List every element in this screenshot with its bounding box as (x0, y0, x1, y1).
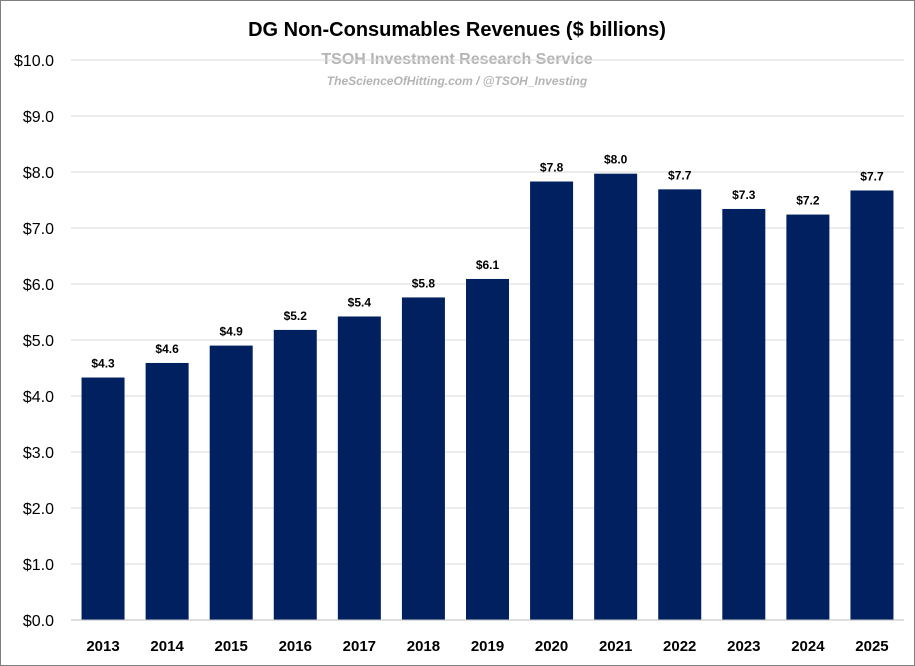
data-label-2020: $7.8 (540, 161, 564, 175)
x-tick-label: 2016 (279, 638, 312, 655)
y-tick-label: $0.0 (23, 613, 54, 630)
y-tick-label: $4.0 (23, 389, 54, 406)
y-axis: $0.0 $1.0 $2.0 $3.0 $4.0 $5.0 $6.0 $7.0 $8.0 $9.0… (14, 53, 54, 630)
x-tick-label: 2019 (471, 638, 504, 655)
x-tick-label: 2014 (150, 638, 184, 655)
x-tick-label: 2013 (86, 638, 119, 655)
x-tick-label: 2017 (343, 638, 376, 655)
y-tick-label: $8.0 (23, 165, 54, 182)
y-tick-label: $5.0 (23, 333, 54, 350)
data-label-2018: $5.8 (412, 276, 436, 290)
data-label-2023: $7.3 (732, 188, 756, 202)
x-tick-label: 2024 (791, 638, 825, 655)
x-tick-label: 2021 (599, 638, 632, 655)
x-tick-label: 2025 (855, 638, 888, 655)
bar-2016 (273, 329, 317, 620)
data-label-2016: $5.2 (284, 309, 308, 323)
y-tick-label: $1.0 (23, 557, 54, 574)
bar-2017 (337, 316, 381, 620)
data-label-2015: $4.9 (220, 325, 244, 339)
bar-2015 (209, 345, 253, 620)
bar-2014 (145, 362, 189, 620)
bar-2024 (786, 214, 830, 620)
watermark-source: TheScienceOfHitting.com / @TSOH_Investin… (327, 74, 588, 88)
data-label-2014: $4.6 (155, 342, 179, 356)
bar-2020 (530, 181, 574, 620)
y-tick-label: $10.0 (14, 53, 54, 70)
bars (81, 173, 894, 621)
x-axis: 2013 2014 2015 2016 2017 2018 2019 2020 2021 2022… (71, 619, 904, 655)
y-tick-label: $7.0 (23, 221, 54, 238)
y-tick-label: $3.0 (23, 445, 54, 462)
x-tick-label: 2018 (407, 638, 440, 655)
chart-title: DG Non-Consumables Revenues ($ billions) (248, 19, 666, 41)
bar-2021 (594, 173, 638, 620)
x-tick-label: 2023 (727, 638, 760, 655)
y-tick-label: $6.0 (23, 277, 54, 294)
bar-2023 (722, 208, 766, 620)
data-label-2025: $7.7 (860, 169, 884, 183)
y-tick-label: $2.0 (23, 501, 54, 518)
data-label-2022: $7.7 (668, 168, 692, 182)
data-label-2019: $6.1 (476, 258, 500, 272)
y-tick-label: $9.0 (23, 109, 54, 126)
x-tick-label: 2022 (663, 638, 696, 655)
data-label-2013: $4.3 (91, 357, 115, 371)
data-labels: $4.3 $4.6 $4.9 $5.2 $5.4 $5.8 $6.1 $7.8 $8.0 $7.7… (91, 153, 884, 371)
x-tick-label: 2020 (535, 638, 568, 655)
bar-2025 (850, 190, 894, 621)
bar-2019 (466, 278, 509, 620)
data-label-2017: $5.4 (348, 295, 372, 309)
x-tick-label: 2015 (215, 638, 248, 655)
bar-2022 (658, 189, 702, 621)
data-label-2024: $7.2 (796, 194, 820, 208)
bar-2013 (81, 377, 125, 620)
data-label-2021: $8.0 (604, 153, 628, 167)
bar-2018 (401, 297, 445, 620)
